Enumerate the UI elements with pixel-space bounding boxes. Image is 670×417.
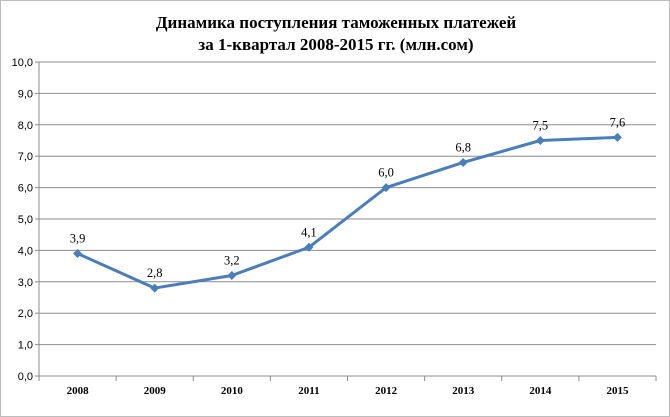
y-tick-label: 5,0 bbox=[18, 214, 33, 226]
chart-title-line-1: Динамика поступления таможенных платежей bbox=[155, 13, 517, 32]
y-tick-label: 3,0 bbox=[18, 277, 33, 289]
data-label: 2,8 bbox=[147, 266, 163, 280]
gridlines bbox=[39, 61, 656, 377]
y-tick-label: 6,0 bbox=[18, 183, 33, 195]
series-line bbox=[73, 132, 622, 293]
x-axis-ticks: 2008 2009 2010 2011 2012 2013 2014 2015 bbox=[38, 376, 657, 397]
y-tick-label: 4,0 bbox=[18, 245, 33, 257]
x-tick-label: 2008 bbox=[67, 385, 90, 397]
data-label: 7,6 bbox=[610, 115, 626, 129]
x-tick-label: 2012 bbox=[375, 385, 398, 397]
x-tick-label: 2013 bbox=[452, 385, 475, 397]
x-tick-label: 2015 bbox=[606, 385, 629, 397]
data-point-marker bbox=[73, 249, 83, 259]
chart-title-line-2: за 1-квартал 2008-2015 гг. (млн.сом) bbox=[198, 35, 474, 54]
y-tick-label: 9,0 bbox=[18, 88, 33, 100]
x-tick-label: 2014 bbox=[529, 385, 552, 397]
y-axis-ticks: 0,0 1,0 2,0 3,0 4,0 5,0 6,0 7,0 8,0 9,0 10,0 bbox=[12, 57, 40, 383]
data-point-marker bbox=[535, 136, 545, 145]
y-tick-label: 7,0 bbox=[18, 151, 33, 163]
y-tick-label: 2,0 bbox=[18, 308, 33, 320]
data-point-marker bbox=[227, 271, 237, 281]
y-tick-label: 1,0 bbox=[18, 340, 33, 352]
data-point-marker bbox=[304, 242, 314, 252]
data-label: 4,1 bbox=[301, 225, 317, 239]
x-tick-label: 2010 bbox=[221, 385, 244, 397]
data-label: 3,9 bbox=[70, 232, 86, 246]
data-point-marker bbox=[612, 132, 622, 142]
y-tick-label: 8,0 bbox=[18, 120, 33, 132]
data-labels: 3,9 2,8 3,2 4,1 6,0 6,8 7,5 7,6 bbox=[70, 115, 626, 280]
data-label: 6,8 bbox=[455, 140, 471, 154]
data-point-marker bbox=[458, 157, 468, 167]
data-point-marker bbox=[381, 183, 391, 193]
data-label: 7,5 bbox=[533, 119, 549, 133]
series-polyline bbox=[76, 135, 618, 290]
x-tick-label: 2009 bbox=[144, 385, 167, 397]
data-label: 3,2 bbox=[224, 254, 240, 268]
y-tick-label: 0,0 bbox=[18, 371, 33, 383]
x-tick-label: 2011 bbox=[298, 385, 319, 397]
y-tick-label: 10,0 bbox=[12, 57, 33, 69]
data-label: 6,0 bbox=[378, 166, 394, 180]
data-point-marker bbox=[150, 283, 160, 293]
